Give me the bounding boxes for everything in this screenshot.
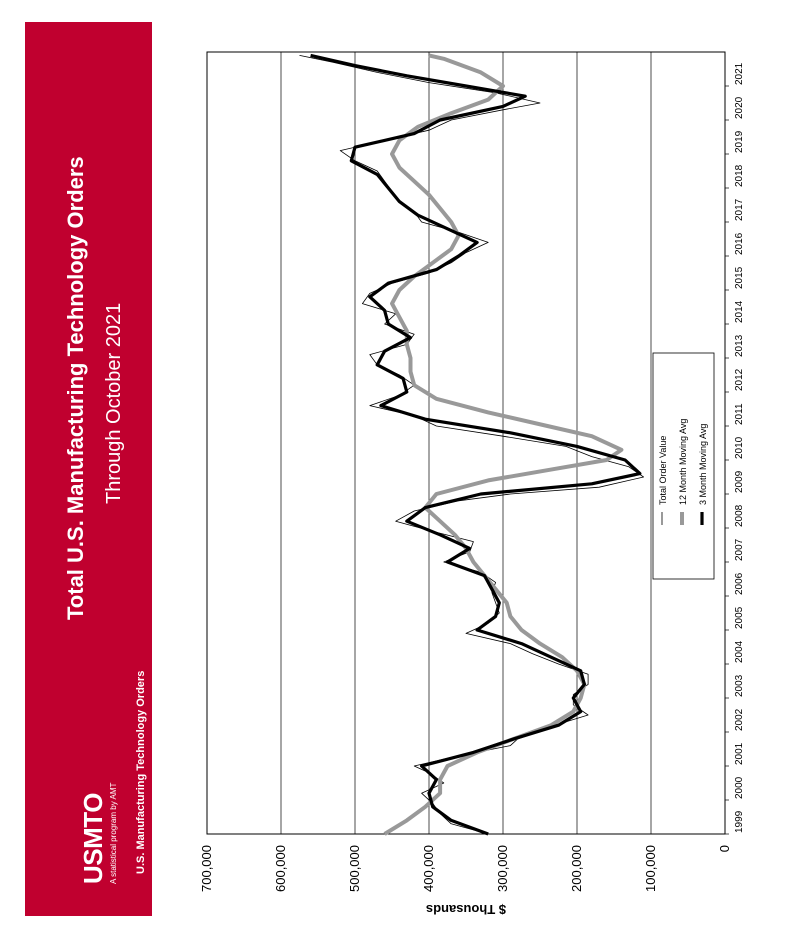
series-line-3 (310, 53, 642, 836)
year-tick-label: 2014 (734, 300, 745, 323)
value-axis: 0 100,000 200,000 300,000 400,000 500,000 600,… (199, 845, 732, 892)
year-tick-label: 2016 (734, 232, 745, 255)
year-tick-label: 2000 (734, 776, 745, 799)
year-tick-label: 2011 (734, 403, 745, 425)
year-tick-label: 2017 (734, 198, 745, 221)
value-tick-label: 100,000 (643, 845, 658, 892)
value-axis-label: $ Thousands (426, 902, 506, 917)
year-tick-label: 2021 (734, 62, 745, 85)
year-tick-label: 2005 (734, 606, 745, 629)
legend: Total Order Value 12 Month Moving Avg 3 Mo… (652, 352, 715, 580)
year-tick-label: 2009 (734, 470, 745, 493)
series-line-2 (383, 53, 624, 836)
year-tick-label: 2020 (734, 96, 745, 119)
year-tick-label: 2003 (734, 674, 745, 697)
year-tick-label: 2004 (734, 640, 745, 663)
value-tick-label: 600,000 (273, 845, 288, 892)
year-tick-label: 2018 (734, 164, 745, 187)
value-tick-label: 0 (717, 845, 732, 852)
year-tick-label: 2013 (734, 334, 745, 357)
year-tick-label: 2012 (734, 368, 745, 391)
year-tick-label: 2019 (734, 130, 745, 153)
year-tick-label: 2015 (734, 266, 745, 289)
legend-box (652, 352, 715, 580)
year-tick-label: 2001 (734, 742, 745, 765)
year-axis: 1999 2000 2001 2002 2003 2004 2005 2006 2007 2008… (725, 62, 745, 835)
plot-area (206, 51, 726, 835)
value-tick-label: 300,000 (495, 845, 510, 892)
title-banner: Total U.S. Manufacturing Technology Orde… (25, 22, 152, 916)
value-tick-label: 200,000 (569, 845, 584, 892)
legend-label: 3 Month Moving Avg (698, 424, 708, 505)
value-tick-label: 500,000 (347, 845, 362, 892)
year-tick-label: 2002 (734, 708, 745, 731)
series-line-1 (299, 55, 644, 835)
series-layer (299, 53, 644, 836)
year-tick-label: 2007 (734, 538, 745, 561)
value-tick-label: 700,000 (199, 845, 214, 892)
legend-label: 12 Month Moving Avg (678, 419, 688, 505)
value-tick-label: 400,000 (421, 845, 436, 892)
chart-grid (280, 52, 652, 834)
year-tick-label: 2006 (734, 572, 745, 595)
year-tick-label: 1999 (734, 810, 745, 833)
legend-label: Total Order Value (658, 436, 668, 505)
year-tick-label: 2010 (734, 436, 745, 459)
year-tick-label: 2008 (734, 504, 745, 527)
